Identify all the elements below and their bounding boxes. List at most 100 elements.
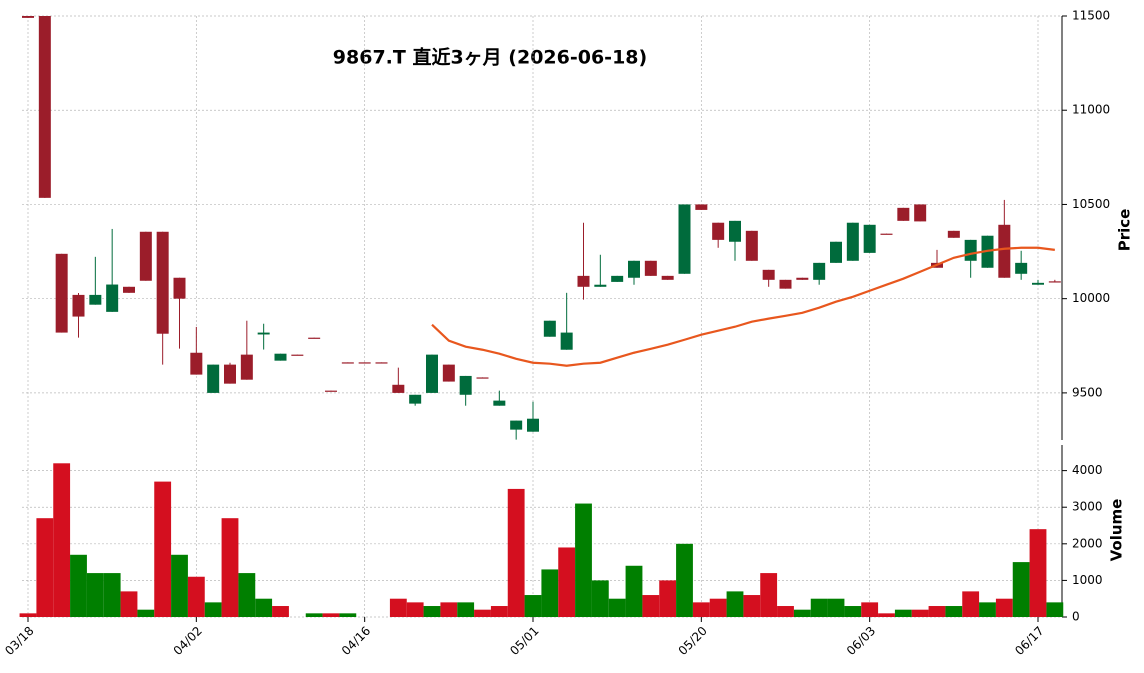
- volume-bar: [103, 573, 121, 617]
- price-tick-label: 10000: [1072, 291, 1110, 305]
- volume-bar: [777, 606, 794, 617]
- volume-tick-label: 0: [1072, 610, 1080, 624]
- volume-bar: [995, 598, 1013, 617]
- volume-bar: [793, 609, 811, 617]
- candle-body: [914, 204, 927, 222]
- candle-body: [123, 286, 135, 293]
- volume-bar: [238, 573, 256, 617]
- price-tick-label: 10500: [1072, 197, 1110, 211]
- candle-body: [139, 231, 152, 281]
- candle-body: [947, 230, 960, 238]
- x-tick-label: 04/02: [171, 624, 205, 658]
- volume-bar: [575, 503, 592, 617]
- volume-bar: [878, 613, 895, 617]
- volume-bar: [726, 591, 744, 617]
- candle-body: [628, 260, 640, 278]
- price-tick-label: 9500: [1072, 385, 1103, 399]
- volume-bar: [760, 573, 778, 617]
- candle-body: [72, 294, 85, 317]
- candle-body: [510, 420, 523, 430]
- candle-body: [375, 362, 388, 364]
- volume-tick-label: 4000: [1072, 463, 1103, 477]
- candle-body: [106, 284, 119, 312]
- volume-bar: [474, 609, 491, 617]
- candle-body: [611, 275, 624, 282]
- candle-body: [274, 353, 287, 361]
- volume-tick-label: 1000: [1072, 573, 1103, 587]
- candle-body: [863, 224, 876, 253]
- volume-bar: [541, 569, 559, 617]
- volume-bar: [1046, 602, 1064, 617]
- volume-bar: [608, 598, 626, 617]
- volume-bar: [406, 602, 424, 617]
- volume-bar: [490, 606, 508, 617]
- x-tick-label: 06/17: [1012, 624, 1046, 658]
- candle-body: [830, 241, 842, 263]
- candle-body: [476, 377, 489, 379]
- candle-body: [1015, 262, 1028, 274]
- volume-bar: [70, 554, 87, 617]
- candle-body: [998, 224, 1011, 278]
- volume-bar: [625, 565, 643, 617]
- volume-tick-label: 3000: [1072, 500, 1103, 514]
- candle-body: [897, 207, 910, 221]
- volume-bar: [911, 609, 929, 617]
- candle-body: [38, 16, 51, 198]
- volume-bar: [743, 595, 761, 617]
- volume-axis-label: Volume: [1108, 499, 1126, 562]
- volume-bar: [120, 591, 138, 617]
- candle-body: [442, 364, 455, 382]
- x-tick-label: 05/20: [676, 624, 710, 658]
- price-tick-label: 11000: [1072, 103, 1110, 117]
- chart-title: 9867.T 直近3ヶ月 (2026-06-18): [333, 46, 647, 69]
- candle-body: [779, 279, 792, 289]
- volume-bar: [305, 613, 323, 617]
- volume-bar: [524, 595, 542, 617]
- candle-body: [190, 352, 203, 375]
- volume-bar: [979, 602, 996, 617]
- price-tick-label: 11500: [1072, 9, 1110, 23]
- candle-body: [55, 253, 68, 333]
- candle-body: [762, 269, 775, 280]
- volume-bar: [389, 598, 407, 617]
- candle-body: [392, 384, 405, 393]
- volume-tick-label: 2000: [1072, 536, 1103, 550]
- volume-bar: [659, 580, 677, 617]
- candle-body: [661, 275, 674, 280]
- candle-body: [880, 233, 893, 235]
- candle-body: [291, 354, 304, 356]
- candle-body: [695, 204, 708, 210]
- candle-body: [224, 364, 236, 384]
- x-tick-label: 04/16: [339, 624, 373, 658]
- candle-body: [459, 375, 472, 395]
- candle-body: [712, 222, 725, 240]
- candle-body: [89, 294, 102, 305]
- x-tick-label: 03/18: [2, 624, 36, 658]
- candle-body: [308, 337, 321, 339]
- volume-bar: [928, 606, 946, 617]
- volume-bar: [507, 488, 525, 617]
- candle-body: [745, 230, 758, 261]
- volume-bar: [86, 573, 104, 617]
- volume-bar: [339, 613, 357, 617]
- volume-bar: [171, 554, 188, 617]
- volume-bar: [255, 598, 273, 617]
- volume-bar: [440, 602, 458, 617]
- volume-bar: [137, 609, 155, 617]
- candle-body: [594, 284, 607, 287]
- volume-bar: [827, 598, 845, 617]
- volume-bar: [861, 602, 879, 617]
- candle-body: [729, 220, 741, 242]
- candle-body: [543, 320, 556, 337]
- volume-bar: [692, 602, 710, 617]
- volume-bar: [187, 576, 205, 617]
- moving-average-line: [431, 246, 1055, 367]
- volume-bar: [676, 543, 693, 617]
- candle-body: [156, 231, 169, 334]
- candle-body: [325, 390, 337, 392]
- volume-bar: [322, 613, 340, 617]
- candle-body: [964, 239, 977, 261]
- volume-bar: [894, 609, 912, 617]
- volume-bar: [36, 518, 54, 617]
- volume-bar: [154, 481, 172, 617]
